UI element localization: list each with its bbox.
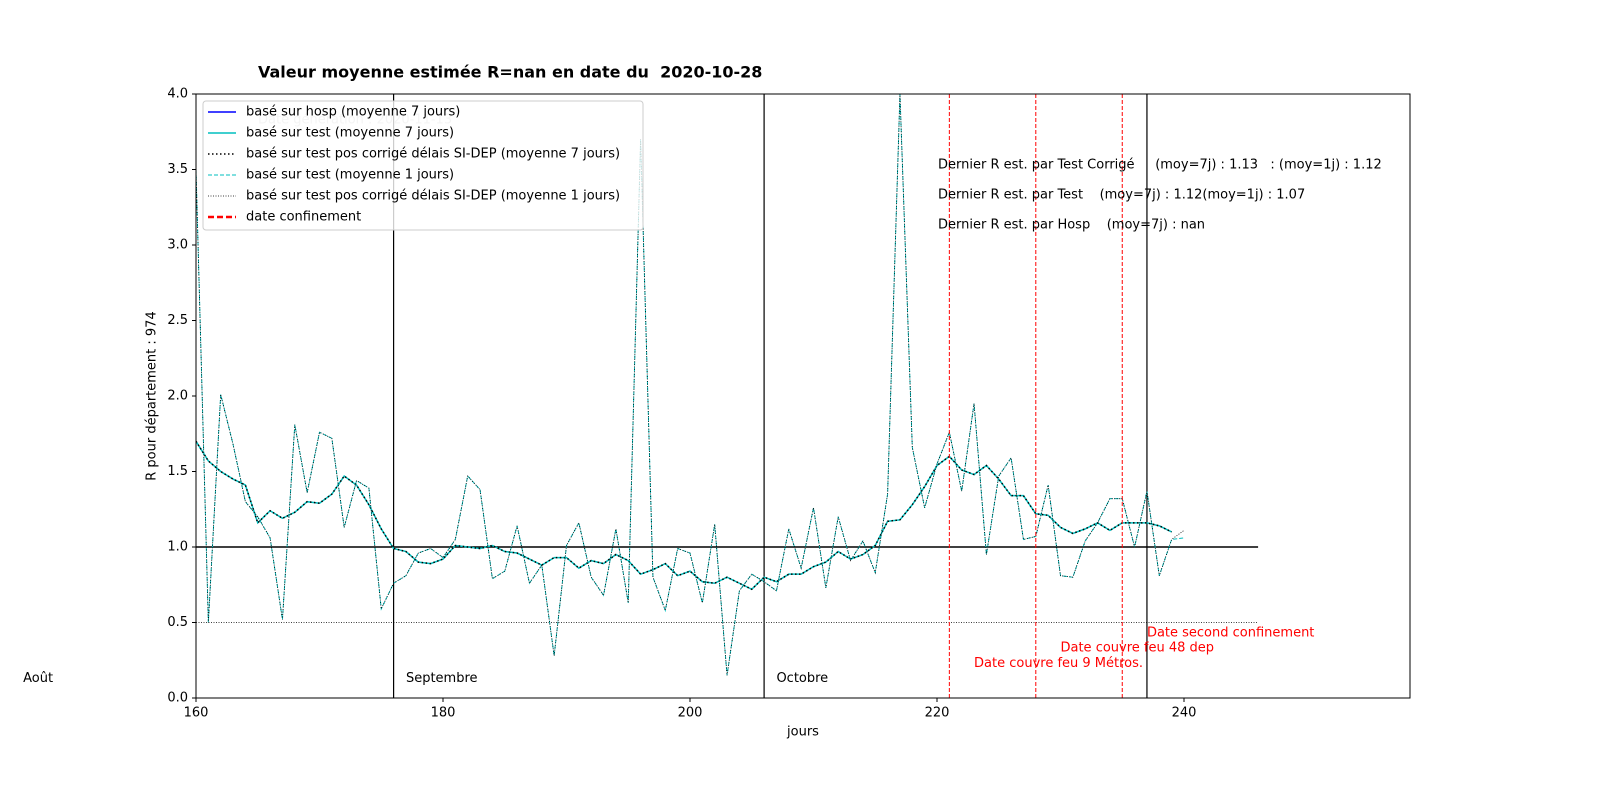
- y-tick-label: 2.0: [167, 389, 188, 404]
- y-tick-label: 1.0: [167, 540, 188, 555]
- legend-label: basé sur test (moyenne 7 jours): [246, 126, 454, 141]
- legend: basé sur hosp (moyenne 7 jours) basé sur …: [202, 100, 644, 231]
- legend-box: [202, 100, 644, 231]
- plot-frame: [195, 93, 1411, 699]
- plot-area: [196, 94, 1259, 698]
- info-text: Dernier R est. par Hosp (moy=7j) : nan: [938, 218, 1205, 233]
- series-line: [196, 440, 1172, 591]
- y-tick-label: 3.0: [167, 238, 188, 253]
- x-tick-label: 240: [1172, 706, 1197, 721]
- month-label: Septembre: [406, 671, 478, 686]
- legend-label: basé sur test (moyenne 1 jours): [246, 168, 454, 183]
- x-axis-label: jours: [786, 725, 819, 740]
- y-axis-label: R pour département : 974: [145, 311, 160, 480]
- info-text: Dernier R est. par Test (moy=7j) : 1.12(…: [938, 188, 1305, 203]
- series-line: [196, 94, 1185, 676]
- legend-label: basé sur test pos corrigé délais SI-DEP …: [246, 189, 620, 204]
- month-label: Octobre: [776, 671, 828, 686]
- legend-label: basé sur hosp (moyenne 7 jours): [246, 105, 460, 120]
- x-tick-label: 220: [925, 706, 950, 721]
- y-tick-label: 2.5: [167, 313, 188, 328]
- annotation: Date couvre feu 48 dep: [1060, 641, 1214, 656]
- y-tick-label: 1.5: [167, 464, 188, 479]
- x-tick-label: 200: [678, 706, 703, 721]
- y-tick-label: 3.5: [167, 162, 188, 177]
- info-text: Dernier R est. par Test Corrigé (moy=7j)…: [938, 158, 1382, 173]
- legend-label: basé sur test pos corrigé délais SI-DEP …: [246, 147, 620, 162]
- month-label: Août: [23, 671, 53, 686]
- legend-label: date confinement: [246, 210, 361, 225]
- x-tick-label: 160: [184, 706, 209, 721]
- x-tick-label: 180: [431, 706, 456, 721]
- chart-title: Valeur moyenne estimée R=nan en date du …: [258, 63, 762, 82]
- annotation: Date second confinement: [1147, 626, 1314, 641]
- annotation: Date couvre feu 9 Métros.: [974, 656, 1143, 671]
- y-tick-label: 0.0: [167, 691, 188, 706]
- y-tick-label: 4.0: [167, 87, 188, 102]
- y-tick-label: 0.5: [167, 615, 188, 630]
